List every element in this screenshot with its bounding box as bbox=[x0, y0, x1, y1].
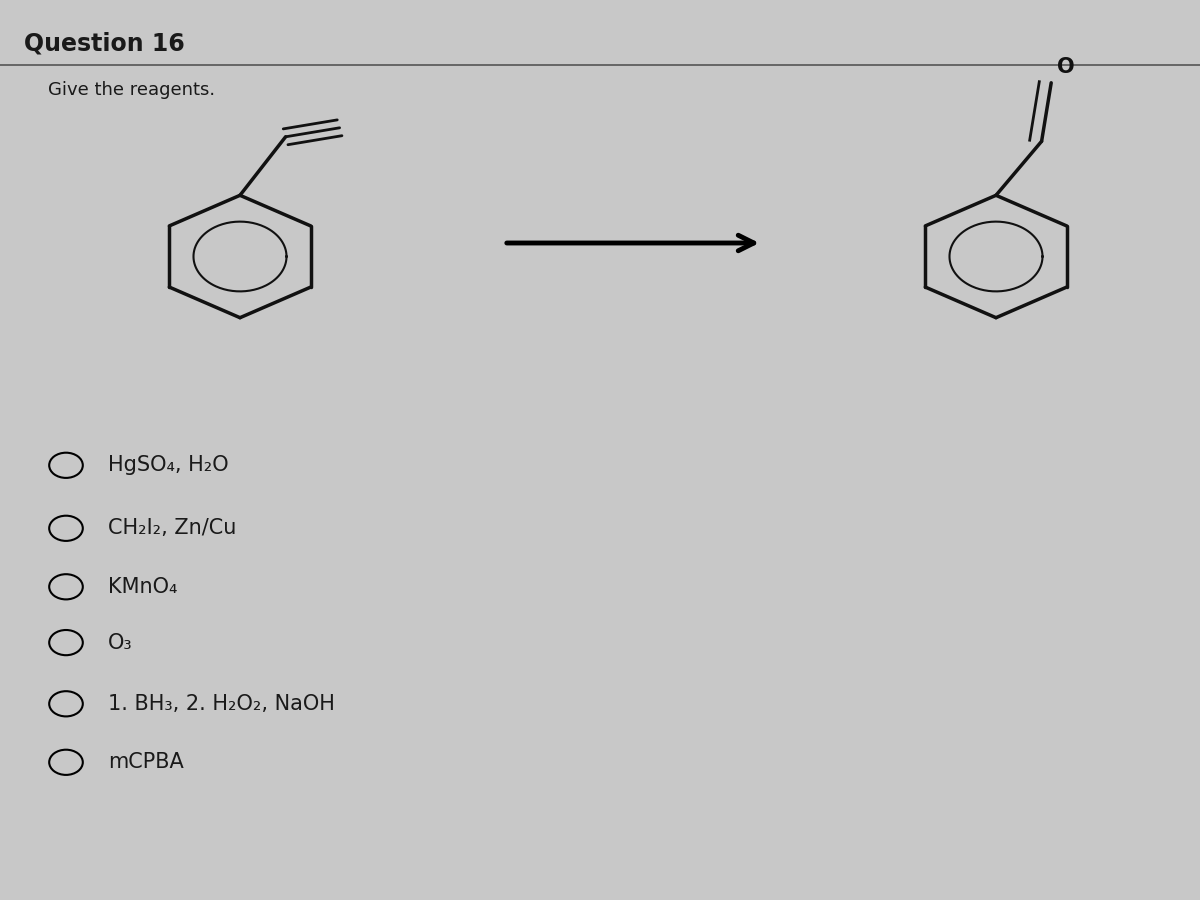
Text: CH₂I₂, Zn/Cu: CH₂I₂, Zn/Cu bbox=[108, 518, 236, 538]
Text: mCPBA: mCPBA bbox=[108, 752, 184, 772]
Text: KMnO₄: KMnO₄ bbox=[108, 577, 178, 597]
Text: HgSO₄, H₂O: HgSO₄, H₂O bbox=[108, 455, 229, 475]
Text: Question 16: Question 16 bbox=[24, 32, 185, 56]
Text: 1. BH₃, 2. H₂O₂, NaOH: 1. BH₃, 2. H₂O₂, NaOH bbox=[108, 694, 335, 714]
Text: O₃: O₃ bbox=[108, 633, 133, 652]
Text: Give the reagents.: Give the reagents. bbox=[48, 81, 215, 99]
Text: O: O bbox=[1057, 57, 1074, 76]
